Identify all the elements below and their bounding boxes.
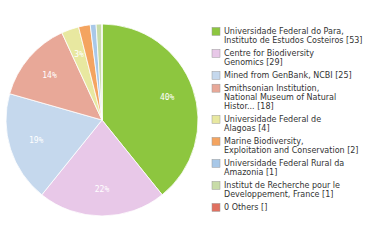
legend-item: 0 Others [] — [212, 203, 267, 212]
legend-label: Smithsonian Institution,National Museum … — [224, 84, 336, 111]
legend-label: Institut de Recherche pour leDeveloppeme… — [224, 181, 340, 199]
legend-swatch — [212, 115, 220, 123]
legend-swatch — [212, 71, 220, 79]
data-label: 3% — [74, 50, 84, 59]
pie-slice — [90, 24, 102, 120]
legend-label: Universidade Federal do Para,Instituto d… — [224, 27, 362, 45]
legend-swatch — [212, 84, 220, 92]
data-label: 22% — [95, 185, 110, 194]
pie-slice — [96, 24, 102, 120]
legend-label: Universidade Federal deAlagoas [4] — [224, 115, 321, 133]
legend-item: Universidade Federal do Para,Instituto d… — [212, 27, 362, 45]
legend: Universidade Federal do Para,Instituto d… — [212, 27, 362, 212]
legend-swatch — [212, 49, 220, 57]
legend-label: Universidade Federal Rural daAmazonia [1… — [224, 159, 344, 177]
legend-item: Mined from GenBank, NCBI [25] — [212, 71, 352, 80]
legend-swatch — [212, 203, 220, 211]
legend-label: 0 Others [] — [224, 203, 267, 212]
legend-swatch — [212, 159, 220, 167]
legend-swatch — [212, 181, 220, 189]
data-label: 19% — [29, 136, 44, 145]
legend-item: Smithsonian Institution,National Museum … — [212, 84, 336, 111]
pie-slice — [102, 24, 103, 120]
pie — [6, 24, 198, 216]
chart: 40% 22% 19% 14% 3% Universidade Federal do Pa… — [0, 0, 380, 240]
pie-slice — [79, 25, 102, 120]
legend-swatch — [212, 27, 220, 35]
data-label: 14% — [42, 71, 57, 80]
legend-item: Centre for BiodiversityGenomics [29] — [212, 49, 314, 67]
legend-item: Universidade Federal deAlagoas [4] — [212, 115, 321, 133]
legend-item: Universidade Federal Rural daAmazonia [1… — [212, 159, 344, 177]
data-labels: 40% 22% 19% 14% 3% — [29, 50, 175, 193]
legend-swatch — [212, 137, 220, 145]
legend-item: Institut de Recherche pour leDeveloppeme… — [212, 181, 340, 199]
data-label: 40% — [160, 93, 175, 102]
legend-label: Centre for BiodiversityGenomics [29] — [224, 49, 314, 67]
legend-item: Marine Biodiversity,Exploitation and Con… — [212, 137, 358, 155]
legend-label: Marine Biodiversity,Exploitation and Con… — [224, 137, 358, 155]
legend-label: Mined from GenBank, NCBI [25] — [224, 71, 352, 80]
